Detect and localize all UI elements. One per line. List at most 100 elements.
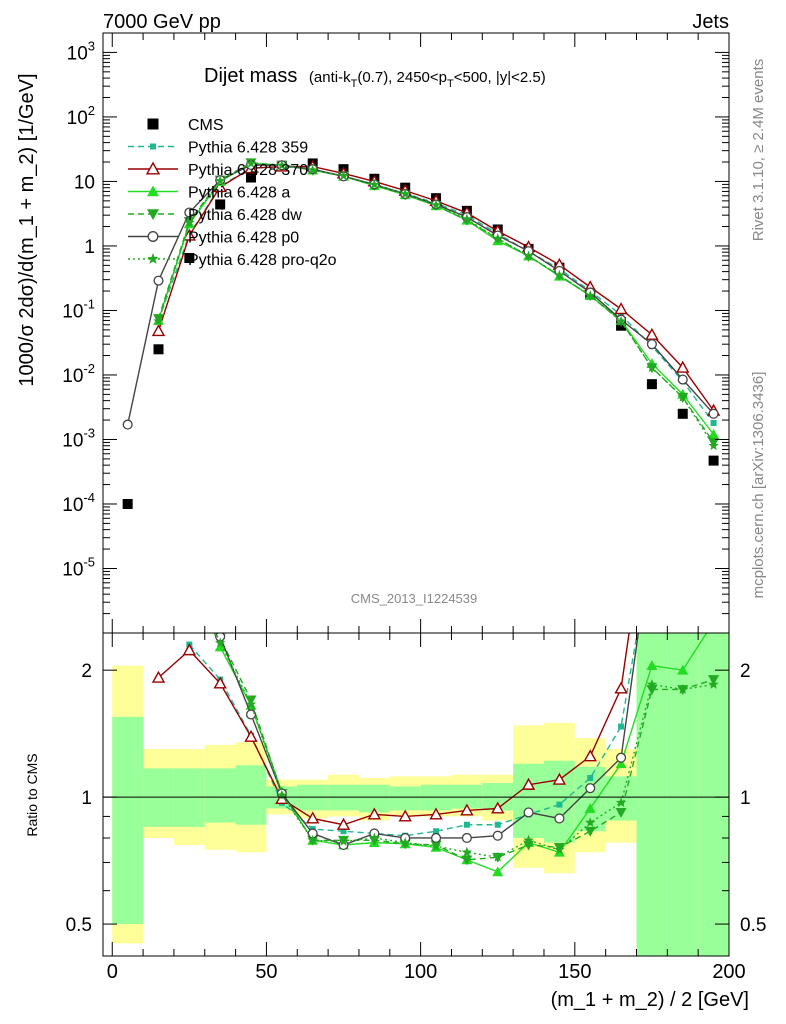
ratio-y-tick-label: 1 xyxy=(81,788,92,809)
y-tick-label: 10 xyxy=(74,172,95,193)
data-marker xyxy=(307,834,318,845)
data-marker xyxy=(677,374,688,385)
data-marker xyxy=(554,269,565,280)
data-marker xyxy=(648,530,657,539)
data-marker xyxy=(646,362,658,373)
data-marker xyxy=(182,228,197,241)
header-left: 7000 GeV pp xyxy=(103,11,221,33)
stat-band xyxy=(667,633,699,956)
analysis-watermark: CMS_2013_I1224539 xyxy=(351,591,478,606)
data-marker xyxy=(554,813,565,824)
rivet-version-label: Rivet 3.1.10, ≥ 2.4M events xyxy=(750,59,767,242)
data-marker xyxy=(709,487,718,496)
data-marker xyxy=(615,807,627,818)
mcplots-label: mcplots.cern.ch [arXiv:1306.3436] xyxy=(750,372,767,599)
data-marker xyxy=(150,143,156,150)
data-marker xyxy=(153,315,164,326)
chart-subtitle: (anti-kT(0.7), 2450<pT<500, |y|<2.5) xyxy=(309,69,546,90)
ratio-y-axis-label: Ratio to CMS xyxy=(24,753,40,836)
data-marker xyxy=(184,562,194,572)
legend-entry-label: Pythia 6.428 dw xyxy=(188,207,302,224)
data-marker xyxy=(615,758,627,769)
data-marker xyxy=(708,428,720,439)
legend: CMS Pythia 6.428 359 Pythia 6.428 370 Pythi… xyxy=(128,117,337,269)
data-marker xyxy=(147,231,159,242)
data-marker xyxy=(708,440,719,451)
data-marker xyxy=(494,821,501,828)
data-marker xyxy=(646,660,658,671)
data-marker xyxy=(678,569,687,578)
data-marker xyxy=(646,339,657,350)
legend-entry-label: Pythia 6.428 pro-q2o xyxy=(188,252,337,269)
data-marker xyxy=(676,360,690,373)
data-marker xyxy=(460,803,474,816)
data-marker xyxy=(182,643,197,656)
stat-band xyxy=(143,768,174,827)
y-tick-label: 102 xyxy=(67,103,95,129)
data-marker xyxy=(585,290,596,301)
data-marker xyxy=(554,844,565,855)
data-marker xyxy=(615,315,627,326)
data-marker xyxy=(185,494,194,503)
data-marker xyxy=(677,408,688,419)
x-tick-label: 200 xyxy=(712,961,745,983)
data-marker xyxy=(245,698,257,709)
data-marker xyxy=(521,777,536,790)
data-marker xyxy=(398,809,412,822)
data-marker xyxy=(214,641,226,652)
data-marker xyxy=(429,807,443,820)
data-marker xyxy=(184,207,195,218)
y-tick-label: 1 xyxy=(84,237,95,258)
ratio-plot-series xyxy=(151,470,720,877)
data-marker xyxy=(461,832,472,844)
data-marker xyxy=(711,550,717,556)
data-marker xyxy=(276,789,288,800)
y-axis-label: 1000/σ 2dσ)/d(m_1 + m_2) [1/GeV] xyxy=(16,73,38,386)
data-marker xyxy=(616,752,627,763)
ratio-y-tick-label: 2 xyxy=(740,661,751,682)
data-marker xyxy=(677,683,688,694)
chart-title: Dijet mass (anti-kT(0.7), 2450<pT<500, |… xyxy=(204,65,546,90)
data-marker xyxy=(615,797,627,808)
ratio-plot-frame xyxy=(102,632,730,957)
data-marker xyxy=(646,470,657,480)
y-tick-label: 10-3 xyxy=(62,425,95,451)
stat-band xyxy=(698,633,729,956)
ratio-y-tick-label: 0.5 xyxy=(740,915,766,936)
data-marker xyxy=(369,179,380,190)
data-marker xyxy=(461,855,473,866)
data-marker xyxy=(677,664,689,675)
x-axis-label: (m_1 + m_2) / 2 [GeV] xyxy=(551,989,749,1011)
x-tick-label: 100 xyxy=(404,961,437,983)
stat-band xyxy=(389,786,421,811)
data-marker xyxy=(214,637,226,648)
data-marker xyxy=(708,455,719,466)
data-marker xyxy=(151,670,166,683)
data-marker xyxy=(399,837,411,848)
data-marker xyxy=(336,817,351,830)
x-tick-label: 150 xyxy=(558,961,591,983)
stat-band xyxy=(112,716,144,925)
data-marker xyxy=(708,408,719,419)
data-marker xyxy=(492,866,504,877)
data-marker xyxy=(523,807,534,818)
series-line xyxy=(218,633,639,846)
legend-entry-label: Pythia 6.428 a xyxy=(188,185,290,202)
data-marker xyxy=(367,807,382,820)
data-marker xyxy=(184,553,195,563)
data-marker xyxy=(492,830,503,841)
header-right: Jets xyxy=(692,11,729,33)
data-marker xyxy=(153,344,164,355)
y-tick-label: 10-5 xyxy=(62,554,95,580)
data-marker xyxy=(147,118,159,130)
axes: 0 50 100 150 20010-510-410-310-210-111010210… xyxy=(62,32,766,983)
data-marker xyxy=(587,775,594,782)
data-marker xyxy=(618,723,625,730)
data-marker xyxy=(461,846,473,857)
data-marker xyxy=(184,253,195,264)
data-marker xyxy=(147,209,159,220)
ratio-y-tick-label: 1 xyxy=(740,788,751,809)
y-tick-label: 10-4 xyxy=(62,490,95,516)
data-marker xyxy=(153,610,163,620)
data-marker xyxy=(680,581,686,587)
